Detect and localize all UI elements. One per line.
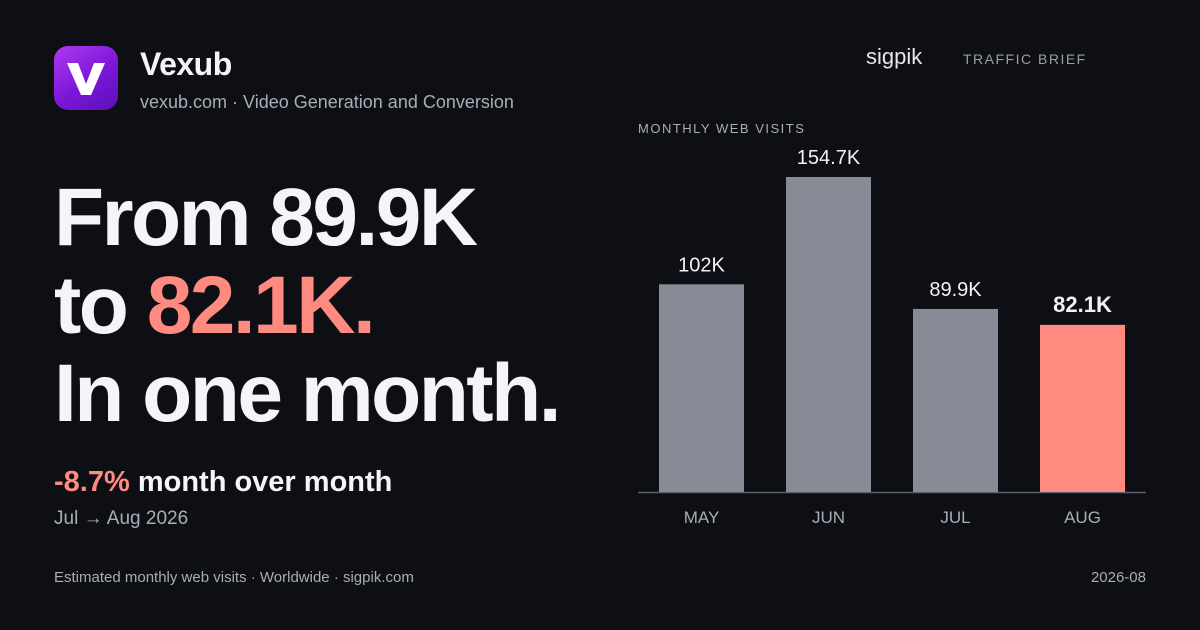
- brand-subtitle: vexub.com · Video Generation and Convers…: [140, 92, 514, 112]
- bar-chart: 102K MAY 154.7K JUN 89.9K JUL 82.1K AUG: [638, 147, 1146, 527]
- headline-line-2: to 82.1K.: [54, 262, 559, 350]
- footer-date: 2026-08: [1090, 569, 1146, 586]
- change-text: month over month: [129, 466, 393, 498]
- value-label-may: 102K: [678, 254, 725, 276]
- category-label-jul: JUL: [940, 508, 970, 527]
- category-label-jun: JUN: [812, 508, 845, 527]
- headline: From 89.9K to 82.1K. In one month.: [54, 172, 561, 439]
- headline-line-3: In one month.: [54, 348, 561, 439]
- category-label-aug: AUG: [1064, 508, 1101, 527]
- value-label-aug: 82.1K: [1053, 292, 1112, 317]
- category-label-may: MAY: [684, 508, 720, 527]
- bar-jul: [913, 308, 998, 492]
- footer-source: Estimated monthly web visits · Worldwide…: [54, 569, 414, 586]
- brand-name: Vexub: [140, 46, 232, 82]
- period-label: Jul → Aug 2026: [54, 508, 189, 529]
- v-logo-icon: [67, 63, 105, 95]
- value-label-jun: 154.7K: [797, 147, 861, 169]
- headline-current-value: 82.1K.: [146, 260, 376, 351]
- site-name: sigpik: [866, 44, 923, 69]
- headline-line-2-prefix: to: [54, 260, 147, 351]
- bar-jun: [786, 177, 871, 492]
- change-percent: -8.7%: [54, 466, 130, 498]
- bar-aug: [1040, 324, 1125, 492]
- value-label-jul: 89.9K: [929, 279, 982, 301]
- bar-may: [659, 284, 744, 492]
- chart-title: MONTHLY WEB VISITS: [638, 121, 806, 136]
- brand-logo: [54, 46, 118, 110]
- change-summary: -8.7% month over month: [54, 466, 392, 499]
- brief-label: TRAFFIC BRIEF: [963, 51, 1087, 67]
- headline-line-1: From 89.9K: [54, 172, 478, 263]
